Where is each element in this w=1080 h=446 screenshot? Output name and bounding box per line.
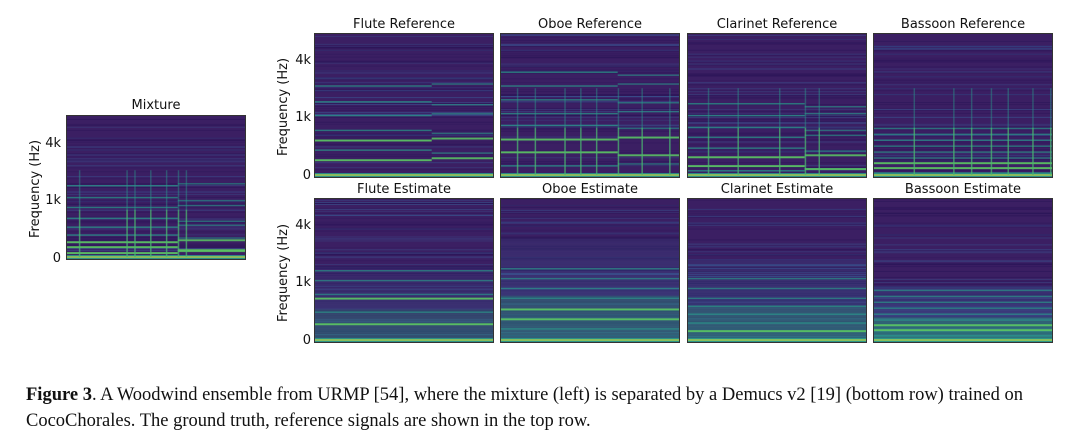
spectrogram-clarinet-estimate [687, 198, 867, 343]
panel-title: Bassoon Estimate [904, 182, 1022, 197]
panel-clarinet-reference: Clarinet Reference [687, 14, 867, 184]
spectrogram-image [688, 34, 866, 177]
y-tick-0: 0 [52, 251, 61, 266]
y-tick-0-bottom: 0 [302, 333, 311, 348]
spectrogram-image [874, 199, 1052, 342]
spectrogram-mixture [66, 115, 246, 260]
spectrogram-bassoon-estimate [873, 198, 1053, 343]
panel-flute-estimate: Flute Estimate [314, 179, 494, 349]
spectrogram-image [688, 199, 866, 342]
panel-mixture: Mixture Frequency (Hz) 4k 1k 0 [0, 0, 260, 280]
panel-title: Flute Estimate [357, 182, 451, 197]
spectrogram-image [501, 34, 679, 177]
figure-label: Figure 3 [26, 385, 92, 405]
y-tick-4k-bottom: 4k [295, 218, 311, 233]
spectrogram-image [67, 116, 245, 259]
spectrogram-image [315, 199, 493, 342]
spectrogram-clarinet-reference [687, 33, 867, 178]
y-tick-1k-top: 1k [295, 110, 311, 125]
spectrogram-image [874, 34, 1052, 177]
figure-caption: Figure 3. A Woodwind ensemble from URMP … [26, 382, 1056, 434]
panel-title: Oboe Estimate [542, 182, 638, 197]
panel-bassoon-reference: Bassoon Reference [873, 14, 1053, 184]
y-axis-label-bottom: Frequency (Hz) [276, 223, 291, 322]
spectrogram-flute-estimate [314, 198, 494, 343]
panel-title: Mixture [131, 98, 181, 113]
panel-title: Clarinet Reference [716, 17, 838, 32]
panel-title: Flute Reference [352, 17, 456, 32]
y-tick-4k-top: 4k [295, 53, 311, 68]
spectrogram-flute-reference [314, 33, 494, 178]
caption-text: . A Woodwind ensemble from URMP [54], wh… [26, 385, 1023, 431]
panel-oboe-estimate: Oboe Estimate [500, 179, 680, 349]
panel-title: Clarinet Estimate [720, 182, 834, 197]
panel-title: Bassoon Reference [900, 17, 1026, 32]
y-tick-1k: 1k [45, 193, 61, 208]
y-tick-1k-bottom: 1k [295, 275, 311, 290]
y-axis-label-top: Frequency (Hz) [276, 57, 291, 156]
spectrogram-image [315, 34, 493, 177]
panel-clarinet-estimate: Clarinet Estimate [687, 179, 867, 349]
panel-title: Oboe Reference [537, 17, 643, 32]
spectrogram-bassoon-reference [873, 33, 1053, 178]
y-tick-4k: 4k [45, 136, 61, 151]
panel-bassoon-estimate: Bassoon Estimate [873, 179, 1053, 349]
spectrogram-image [501, 199, 679, 342]
panel-oboe-reference: Oboe Reference [500, 14, 680, 184]
y-axis-label: Frequency (Hz) [28, 139, 43, 238]
spectrogram-oboe-estimate [500, 198, 680, 343]
y-tick-0-top: 0 [302, 168, 311, 183]
panel-flute-reference: Flute Reference [314, 14, 494, 184]
spectrogram-oboe-reference [500, 33, 680, 178]
